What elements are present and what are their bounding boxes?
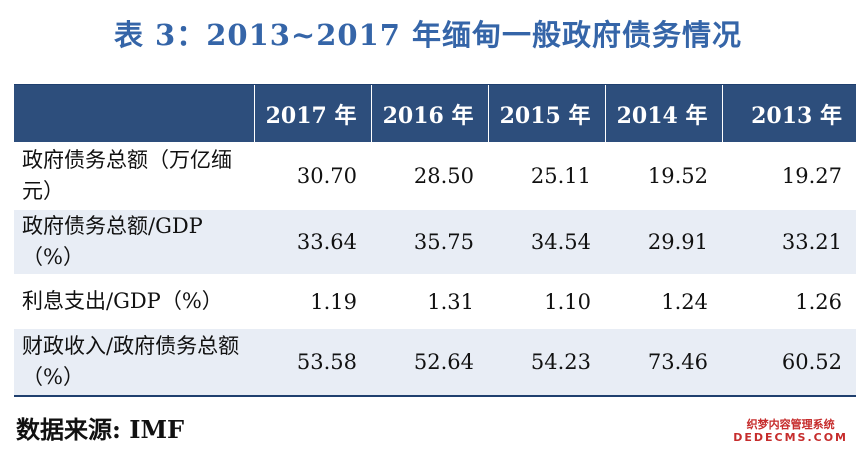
table-header-row: 2017 年 2016 年 2015 年 2014 年 2013 年 (14, 85, 856, 142)
cell-value: 1.19 (254, 274, 371, 329)
cell-value: 30.70 (254, 142, 371, 210)
table-row-revenue-to-debt: 财政收入/政府债务总额（%） 53.58 52.64 54.23 73.46 6… (14, 329, 856, 395)
debt-table-container: 2017 年 2016 年 2015 年 2014 年 2013 年 政府债务总… (14, 84, 856, 397)
header-year-2017: 2017 年 (254, 85, 372, 142)
header-year-2016: 2016 年 (371, 85, 489, 142)
cell-value: 1.31 (371, 274, 488, 329)
cell-value: 33.64 (254, 210, 371, 274)
debt-table: 2017 年 2016 年 2015 年 2014 年 2013 年 政府债务总… (14, 85, 856, 395)
header-corner-cell (14, 85, 255, 142)
cell-value: 35.75 (371, 210, 488, 274)
watermark-line-2: DEDECMS.COM (733, 431, 848, 444)
cell-value: 28.50 (371, 142, 488, 210)
data-source-note: 数据来源: IMF (16, 415, 185, 444)
header-year-2014: 2014 年 (605, 85, 723, 142)
row-label: 政府债务总额/GDP（%） (14, 210, 254, 274)
table-row-interest-to-gdp: 利息支出/GDP（%） 1.19 1.31 1.10 1.24 1.26 (14, 274, 856, 329)
cell-value: 53.58 (254, 329, 371, 395)
row-label: 利息支出/GDP（%） (14, 274, 254, 329)
table-row-total-debt: 政府债务总额（万亿缅元） 30.70 28.50 25.11 19.52 19.… (14, 142, 856, 210)
cell-value: 73.46 (605, 329, 722, 395)
cell-value: 1.10 (488, 274, 605, 329)
cell-value: 1.26 (722, 274, 856, 329)
table-row-debt-to-gdp: 政府债务总额/GDP（%） 33.64 35.75 34.54 29.91 33… (14, 210, 856, 274)
header-year-2015: 2015 年 (488, 85, 606, 142)
cell-value: 54.23 (488, 329, 605, 395)
watermark-logo: 织梦内容管理系统 DEDECMS.COM (733, 418, 848, 444)
cell-value: 33.21 (722, 210, 856, 274)
header-year-2013: 2013 年 (722, 85, 856, 142)
cell-value: 60.52 (722, 329, 856, 395)
watermark-line-1: 织梦内容管理系统 (746, 418, 835, 431)
row-label: 财政收入/政府债务总额（%） (14, 329, 254, 395)
table-title: 表 3：2013~2017 年缅甸一般政府债务情况 (113, 18, 743, 52)
cell-value: 25.11 (488, 142, 605, 210)
cell-value: 1.24 (605, 274, 722, 329)
row-label: 政府债务总额（万亿缅元） (14, 142, 254, 210)
cell-value: 19.52 (605, 142, 722, 210)
cell-value: 52.64 (371, 329, 488, 395)
cell-value: 29.91 (605, 210, 722, 274)
cell-value: 34.54 (488, 210, 605, 274)
cell-value: 19.27 (722, 142, 856, 210)
